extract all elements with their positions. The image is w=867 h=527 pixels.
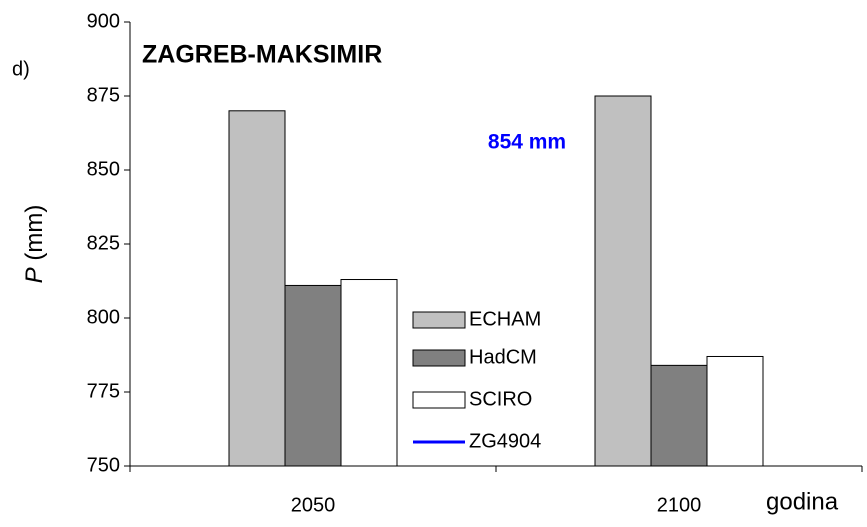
legend-label: ZG4904 xyxy=(469,430,541,452)
y-tick-label: 800 xyxy=(87,306,120,328)
x-tick-label: 2100 xyxy=(657,494,702,516)
x-axis-label: godina xyxy=(766,488,839,515)
bar xyxy=(706,355,764,467)
y-tick-label: 825 xyxy=(87,232,120,254)
y-tick-label: 775 xyxy=(87,380,120,402)
bar xyxy=(650,364,708,467)
y-tick-label: 900 xyxy=(87,10,120,32)
bar xyxy=(284,284,342,467)
bar xyxy=(594,95,652,467)
bar xyxy=(228,110,286,467)
legend-swatch xyxy=(412,349,466,367)
legend-swatch xyxy=(412,391,466,409)
y-tick-label: 875 xyxy=(87,84,120,106)
legend-label: SCIRO xyxy=(469,388,532,410)
y-label-unit: (mm) xyxy=(21,205,48,261)
y-tick-label: 750 xyxy=(87,454,120,476)
bar xyxy=(340,279,398,467)
panel-label: d) xyxy=(12,58,30,80)
annotation: 854 mm xyxy=(488,131,566,154)
y-tick-label: 850 xyxy=(87,158,120,180)
legend-label: ECHAM xyxy=(469,308,541,330)
chart-title: ZAGREB-MAKSIMIR xyxy=(142,41,382,69)
legend-swatch xyxy=(412,311,466,329)
y-label-var: P xyxy=(21,267,48,283)
legend-label: HadCM xyxy=(469,346,537,368)
x-tick-label: 2050 xyxy=(291,494,336,516)
y-axis-label: P (mm) xyxy=(21,205,48,284)
